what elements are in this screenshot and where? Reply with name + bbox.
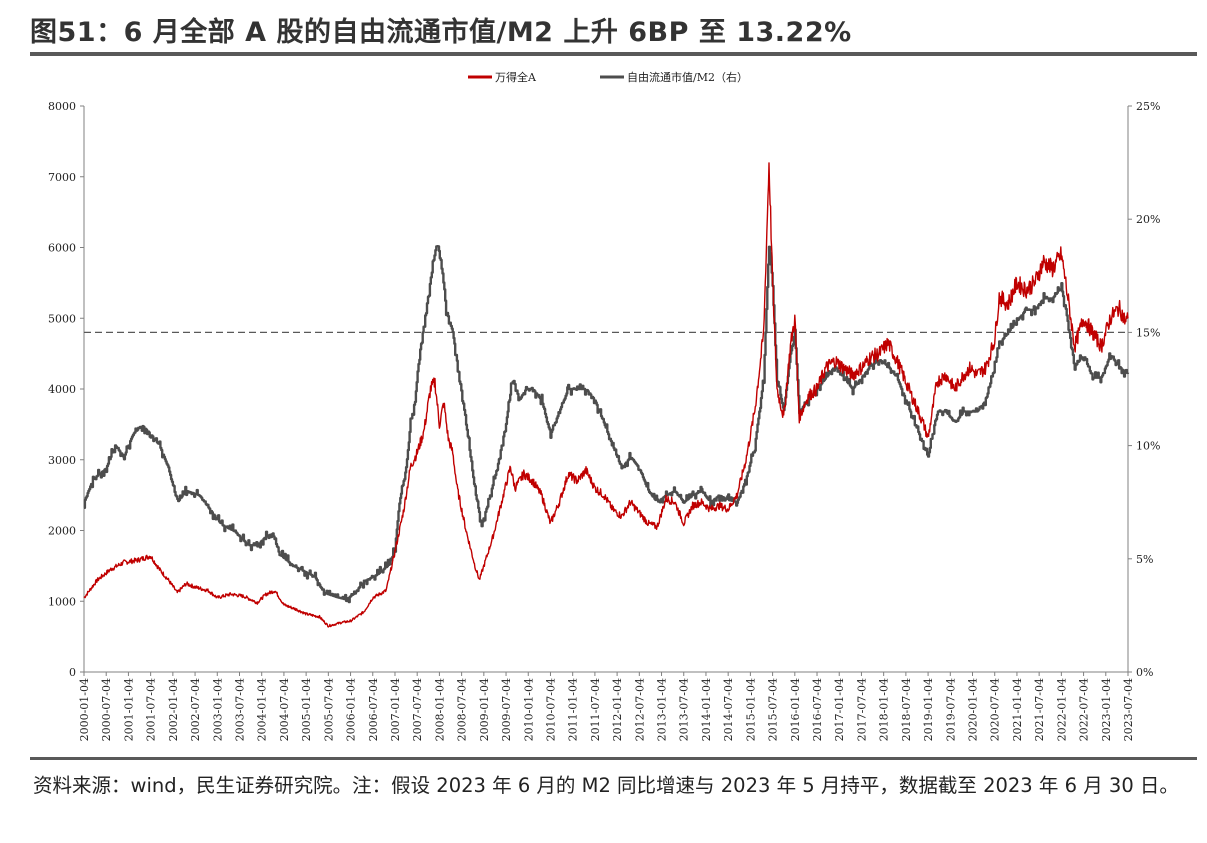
x-tick-label: 2012-07-04 xyxy=(633,678,646,741)
page-title: 图51：6 月全部 A 股的自由流通市值/M2 上升 6BP 至 13.22% xyxy=(30,17,852,48)
x-tick-label: 2018-07-04 xyxy=(900,678,913,741)
x-tick-label: 2003-07-04 xyxy=(233,678,246,741)
y-left-tick-label: 0 xyxy=(69,666,76,679)
y-left-tick-label: 5000 xyxy=(48,312,76,325)
x-tick-label: 2013-01-04 xyxy=(656,678,669,741)
x-tick-label: 2015-07-04 xyxy=(767,678,780,741)
y-left-tick-label: 4000 xyxy=(48,383,76,396)
y-left-tick-label: 3000 xyxy=(48,454,76,467)
x-tick-label: 2016-01-04 xyxy=(789,678,802,741)
legend-label-ratio: 自由流通市值/M2（右） xyxy=(627,70,748,84)
chart-area: 0 1000 2000 3000 4000 5000 6000 7000 8000 0% 5% 10%… xyxy=(48,70,1160,741)
x-tick-label: 2009-01-04 xyxy=(478,678,491,741)
y-right-tick-label: 25% xyxy=(1136,100,1160,113)
x-tick-label: 2001-07-04 xyxy=(145,678,158,741)
x-tick-label: 2019-07-04 xyxy=(944,678,957,741)
x-tick-label: 2023-07-04 xyxy=(1122,678,1135,741)
x-tick-label: 2000-07-04 xyxy=(100,678,113,741)
x-tick-label: 2017-07-04 xyxy=(855,678,868,741)
x-tick-label: 2020-01-04 xyxy=(967,678,980,741)
x-tick-label: 2001-01-04 xyxy=(122,678,135,741)
x-tick-label: 2014-01-04 xyxy=(700,678,713,741)
x-tick-label: 2010-07-04 xyxy=(544,678,557,741)
series-line-wind-a xyxy=(83,162,1129,628)
source-note: 资料来源：wind，民生证券研究院。注：假设 2023 年 6 月的 M2 同比… xyxy=(33,774,1179,797)
x-tick-label: 2002-07-04 xyxy=(189,678,202,741)
title-rule xyxy=(30,52,1197,56)
x-tick-label: 2013-07-04 xyxy=(678,678,691,741)
y-left-tick-label: 8000 xyxy=(48,100,76,113)
x-tick-label: 2000-01-04 xyxy=(78,678,91,741)
x-tick-label: 2005-01-04 xyxy=(300,678,313,741)
y-right-tick-label: 0% xyxy=(1136,666,1153,679)
legend-label-wind-a: 万得全A xyxy=(495,70,537,84)
x-tick-label: 2014-07-04 xyxy=(722,678,735,741)
x-tick-label: 2023-01-04 xyxy=(1100,678,1113,741)
x-tick-label: 2007-07-04 xyxy=(411,678,424,741)
x-tick-label: 2016-07-04 xyxy=(811,678,824,741)
x-tick-label: 2007-01-04 xyxy=(389,678,402,741)
x-tick-label: 2004-07-04 xyxy=(278,678,291,741)
y-left-tick-label: 7000 xyxy=(48,171,76,184)
x-tick-label: 2018-01-04 xyxy=(878,678,891,741)
y-left-tick-label: 6000 xyxy=(48,242,76,255)
y-right-tick-label: 20% xyxy=(1136,213,1160,226)
x-tick-label: 2017-01-04 xyxy=(833,678,846,741)
x-tick-label: 2015-01-04 xyxy=(744,678,757,741)
x-tick-label: 2004-01-04 xyxy=(256,678,269,741)
y-left-tick-label: 1000 xyxy=(48,595,76,608)
x-tick-label: 2012-01-04 xyxy=(611,678,624,741)
x-tick-label: 2020-07-04 xyxy=(989,678,1002,741)
x-tick-label: 2005-07-04 xyxy=(322,678,335,741)
x-tick-label: 2022-07-04 xyxy=(1078,678,1091,741)
y-right-tick-label: 5% xyxy=(1136,553,1153,566)
x-tick-label: 2019-01-04 xyxy=(922,678,935,741)
x-tick-label: 2022-01-04 xyxy=(1055,678,1068,741)
x-tick-label: 2021-07-04 xyxy=(1033,678,1046,741)
x-tick-label: 2011-01-04 xyxy=(567,678,580,741)
series-line-ratio xyxy=(83,245,1130,604)
x-tick-label: 2003-01-04 xyxy=(211,678,224,741)
y-right-tick-label: 15% xyxy=(1136,326,1160,339)
x-tick-label: 2011-07-04 xyxy=(589,678,602,741)
x-tick-label: 2010-01-04 xyxy=(522,678,535,741)
y-right-tick-label: 10% xyxy=(1136,440,1160,453)
footer-rule xyxy=(30,757,1197,760)
x-tick-label: 2006-07-04 xyxy=(367,678,380,741)
x-tick-label: 2008-07-04 xyxy=(456,678,469,741)
x-tick-label: 2008-01-04 xyxy=(433,678,446,741)
x-tick-label: 2006-01-04 xyxy=(345,678,358,741)
x-tick-label: 2002-01-04 xyxy=(167,678,180,741)
y-left-tick-label: 2000 xyxy=(48,525,76,538)
x-tick-label: 2021-01-04 xyxy=(1011,678,1024,741)
x-tick-label: 2009-07-04 xyxy=(500,678,513,741)
